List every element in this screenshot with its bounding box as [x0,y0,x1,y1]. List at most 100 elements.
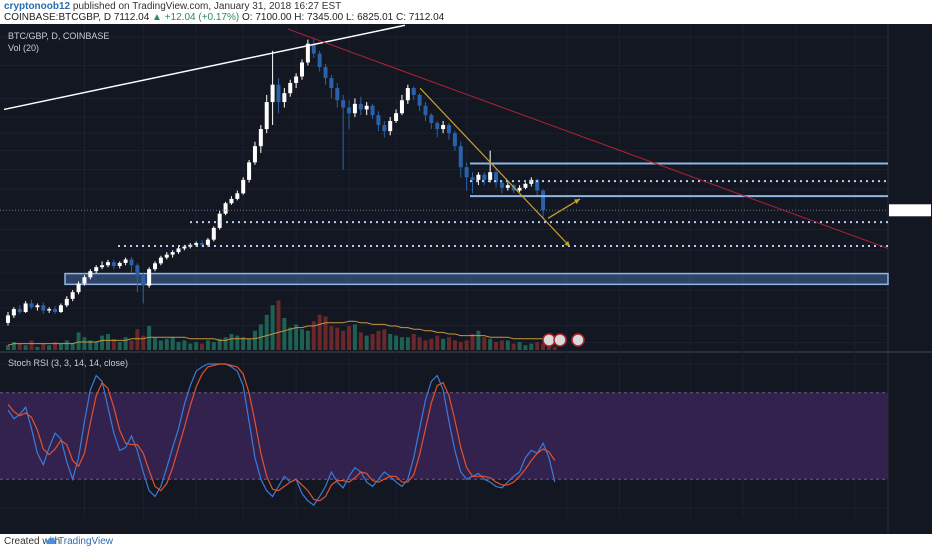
volume-bar [176,342,181,350]
drawings[interactable] [0,24,889,347]
volume-bar [394,335,399,350]
volume-bar [535,342,540,350]
volume-bar [423,340,428,350]
candle-body [29,303,34,308]
candle-body [341,100,346,108]
volume-bar [247,338,252,350]
candle-body [288,83,293,94]
volume-bar [464,340,469,350]
candle-body [252,146,257,163]
volume-bar [399,337,404,350]
volume-bar [11,342,16,350]
volume-bar [476,330,481,350]
candle-body [100,265,105,268]
author-link[interactable]: cryptonoob12 [4,1,71,12]
candle-body [35,305,40,308]
candle-body [323,67,328,79]
candle-body [364,105,369,110]
volume-bar [147,326,152,350]
volume-bar [347,326,352,350]
candle-body [17,309,22,312]
candle-body [370,105,375,116]
down-arrow-head [564,240,570,247]
volume-bar [417,337,422,350]
published-text: published on TradingView.com, January 31… [72,1,342,12]
volume-ma-line [7,320,555,346]
candle-body [488,172,493,180]
volume-bar [6,345,10,350]
volume-bar [429,338,434,350]
volume-bar [229,334,234,350]
candle-body [129,259,134,266]
publish-header: cryptonoob12 published on TradingView.co… [0,0,932,24]
candle-body [270,84,275,103]
chart-canvas[interactable] [0,24,932,534]
candle-body [352,103,357,114]
candle-body [158,257,163,264]
volume-bar [552,346,557,350]
volume-bar [405,337,410,350]
candle-body [176,248,181,253]
volume-bar [105,334,110,350]
tradingview-link[interactable]: TradingView [58,536,114,547]
candle-body [458,146,463,168]
candle-body [300,62,304,77]
candle-body [211,227,216,240]
volume-bar [188,343,193,350]
volume-bar [182,340,187,350]
candle-body [23,303,28,312]
candle-body [376,115,381,125]
candle-body [135,265,140,276]
volume-bar [235,335,240,350]
rsi-overbought-oversold-band [0,392,888,480]
volume-bar [205,340,210,350]
volume-bar [70,343,75,350]
volume-bar [129,340,134,350]
volume-bar [482,337,487,350]
candle-body [405,88,410,101]
candle-body [164,254,169,258]
candle-body [505,185,510,188]
quote-line: COINBASE:BTCGBP, D 7112.04 ▲ +12.04 (+0.… [4,12,444,23]
volume-bar [341,330,346,350]
volume-bar [111,338,116,350]
candle-body [217,213,222,228]
volume-bar [35,346,40,350]
chart-area[interactable]: BTC/GBP, D, COINBASE Vol (20) Stoch RSI … [0,24,932,534]
volume-bar [135,329,140,350]
volume-bar [511,343,516,350]
volume-bar [388,334,393,350]
candle-body [452,133,457,147]
volume-bar [370,334,375,350]
volume-bar [288,327,293,350]
volume-bar [364,335,369,350]
candle-body [399,100,404,114]
candle-body [229,198,234,204]
volume-bar [88,340,93,350]
candle-body [394,113,399,121]
volume-bar [270,305,275,350]
volume-bar [158,340,163,350]
candle-body [235,193,240,199]
volume-bar [470,334,475,350]
stoch-k-line [7,363,556,506]
candle-body [423,105,428,116]
volume-bar [294,324,299,350]
volume-bar [382,329,387,350]
candle-body [153,263,157,270]
tradingview-cloud-icon [46,537,56,544]
event-badge [542,333,556,347]
symbol-text: COINBASE:BTCGBP, D [4,12,112,23]
volume-bar [276,300,281,350]
rsi-lines [7,363,556,506]
volume-bar [53,342,58,350]
candle-body [223,203,228,214]
candle-body [541,190,546,211]
volume-bar [23,345,28,350]
volume-bar [517,342,522,350]
candle-body [358,103,363,110]
candles [6,38,546,326]
support-zone[interactable] [64,272,889,286]
candle-body [117,262,122,267]
candle-body [482,174,487,180]
